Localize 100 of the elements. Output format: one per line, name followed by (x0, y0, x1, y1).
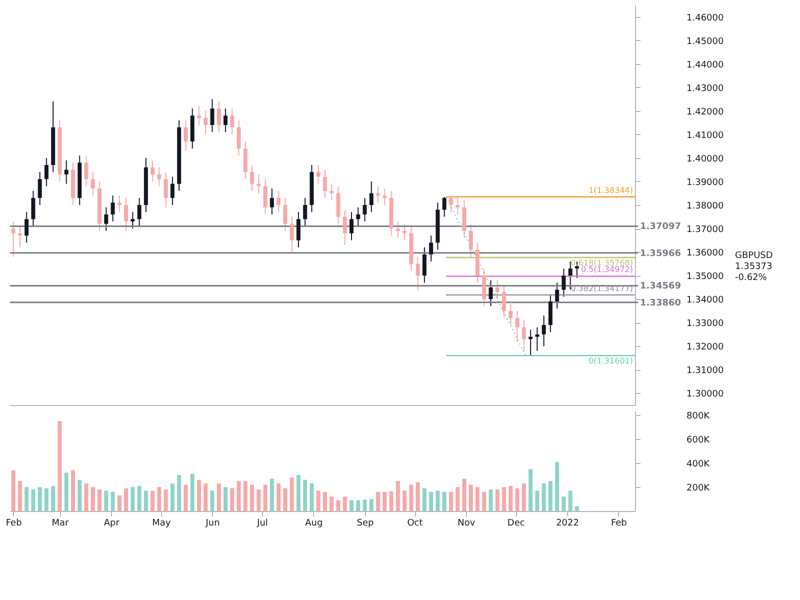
text: 1.35373 (735, 262, 772, 272)
candlestick (382, 188, 387, 206)
candlestick (64, 160, 68, 184)
text: GBPUSD (735, 251, 773, 262)
candlestick (356, 206, 360, 227)
candlestick (376, 186, 380, 204)
candlestick (283, 197, 288, 232)
bar (224, 487, 228, 511)
bar (124, 488, 128, 511)
x-tick-label: May (152, 518, 172, 528)
y-tick-label: 1.35000 (686, 272, 724, 282)
bar (110, 492, 115, 511)
bar (502, 487, 506, 511)
y-tick-label: 1.33000 (686, 319, 724, 330)
candlestick (448, 197, 453, 213)
candlestick (130, 212, 135, 230)
ref-line-label: 1.33860 (640, 298, 681, 308)
bar (58, 421, 62, 511)
bar (409, 484, 414, 511)
y-tick-label: 1.30000 (686, 390, 724, 400)
candlestick (350, 212, 354, 241)
y-tick-label: 1.41000 (686, 130, 724, 141)
candlestick (117, 195, 122, 213)
candlestick (110, 195, 115, 222)
bar (230, 488, 234, 511)
y-tick-label: 1.32000 (686, 342, 724, 353)
series-label: 0(1.31601) (588, 356, 633, 366)
y-tick-label: 200K (686, 484, 711, 494)
candlestick (303, 197, 308, 227)
candlestick (196, 106, 201, 126)
candlestick (216, 100, 221, 133)
bar (448, 492, 453, 511)
bar (157, 487, 162, 511)
bar (177, 475, 182, 511)
bar (396, 481, 400, 511)
x-tick-label: Dec (507, 518, 525, 528)
candlestick (456, 197, 460, 215)
bar (322, 492, 327, 511)
bar (210, 490, 214, 511)
series-label: 0.5(1.34972) (580, 265, 633, 274)
candlestick (250, 164, 254, 192)
y-tick-label: 600K (686, 436, 711, 446)
bar (190, 474, 194, 511)
bar (542, 483, 546, 511)
bar (562, 496, 566, 511)
y-tick-label: 1.40000 (686, 154, 724, 164)
bar (196, 480, 201, 511)
x-tick-label: 2022 (556, 518, 579, 528)
bar (24, 487, 29, 511)
series-label: 0.618(1.35768) (570, 258, 633, 268)
bar (104, 490, 108, 511)
candlestick (170, 176, 174, 206)
x-tick-label: Mar (52, 518, 70, 528)
x-tick-label: Aug (305, 518, 323, 528)
ref-line-label: 1.35966 (640, 248, 681, 259)
bar (462, 478, 466, 511)
candlestick (369, 180, 374, 213)
y-tick-label: 1.31000 (686, 366, 724, 376)
text: -0.62% (735, 273, 768, 284)
candlestick (210, 98, 214, 133)
candlestick (468, 223, 473, 258)
y-tick-label: 1.46000 (686, 13, 724, 24)
y-tick-label: 1.34000 (686, 296, 724, 306)
bar (342, 496, 347, 511)
x-tick-label: Feb (6, 518, 22, 528)
bar (144, 490, 148, 511)
y-tick-label: 400K (686, 460, 711, 470)
candlestick (31, 190, 36, 227)
bar (204, 483, 208, 511)
bar (382, 492, 387, 511)
candlestick (502, 284, 506, 318)
bar (283, 488, 288, 511)
candlestick (263, 178, 268, 215)
bar (150, 490, 155, 511)
bar (64, 472, 68, 511)
bar (336, 500, 340, 511)
series-label: 1(1.38344) (588, 186, 633, 195)
bar (548, 481, 552, 511)
bar (78, 480, 82, 511)
y-tick-label: 1.45000 (686, 36, 724, 47)
y-tick-label: 1.39000 (686, 178, 724, 188)
candlestick (204, 110, 208, 135)
bar (515, 488, 520, 511)
bar (482, 492, 486, 511)
bar (243, 481, 248, 511)
candlestick (84, 155, 88, 187)
bar (535, 490, 540, 511)
candlestick (18, 226, 22, 248)
bar (416, 482, 420, 511)
candlestick (322, 169, 327, 198)
bar (256, 489, 261, 511)
bar (369, 499, 374, 511)
candlestick (416, 256, 420, 290)
bar (11, 470, 16, 511)
bar (528, 469, 533, 511)
ref-line-label: 1.37097 (640, 222, 681, 232)
x-tick-label: Nov (458, 518, 476, 528)
bar (296, 475, 300, 511)
bar (376, 492, 380, 511)
bar (250, 484, 254, 511)
